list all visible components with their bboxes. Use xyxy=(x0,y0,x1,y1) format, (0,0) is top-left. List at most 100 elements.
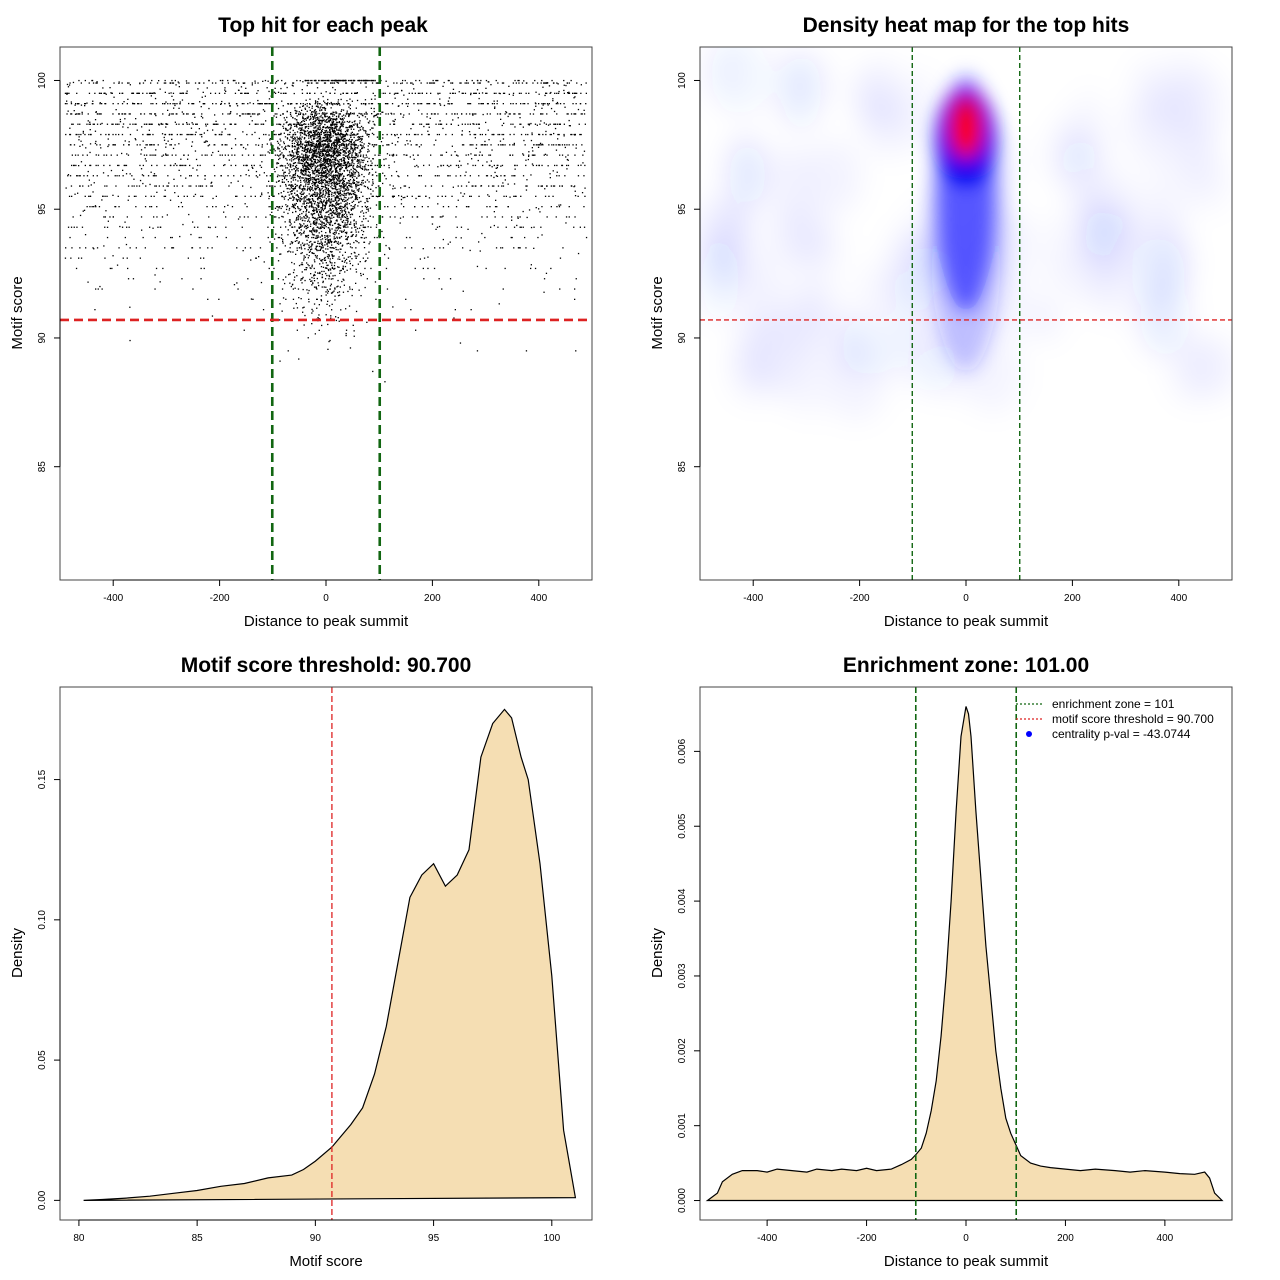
scatter-point xyxy=(326,176,329,178)
scatter-point xyxy=(312,229,314,231)
scatter-point xyxy=(299,213,301,216)
scatter-point xyxy=(71,164,73,167)
scatter-point xyxy=(208,107,210,110)
scatter-point xyxy=(362,154,365,156)
scatter-point xyxy=(474,154,476,156)
scatter-point xyxy=(324,82,327,84)
scatter-point xyxy=(165,82,167,84)
scatter-point xyxy=(156,164,158,167)
scatter-point xyxy=(190,127,193,129)
scatter-point xyxy=(322,112,324,114)
scatter-point xyxy=(338,212,340,214)
scatter-point xyxy=(329,158,331,161)
scatter-point xyxy=(279,303,281,305)
scatter-point xyxy=(314,129,316,132)
scatter-point xyxy=(531,147,533,149)
scatter-point xyxy=(308,119,311,121)
scatter-point xyxy=(348,121,350,123)
scatter-point xyxy=(476,265,479,268)
scatter-point xyxy=(155,114,157,117)
scatter-point xyxy=(314,217,316,219)
scatter-point xyxy=(102,195,104,197)
scatter-point xyxy=(367,220,369,222)
scatter-point xyxy=(464,92,467,94)
scatter-point xyxy=(347,144,349,146)
scatter-point xyxy=(336,170,338,172)
scatter-point xyxy=(373,145,375,148)
scatter-point xyxy=(250,186,252,189)
scatter-point xyxy=(514,195,516,197)
scatter-point xyxy=(324,244,326,246)
scatter-point xyxy=(352,133,355,135)
scatter-point xyxy=(306,224,309,226)
scatter-point xyxy=(527,103,529,105)
scatter-point xyxy=(347,147,349,150)
scatter-point xyxy=(330,161,332,163)
scatter-point xyxy=(454,92,456,94)
scatter-point xyxy=(426,103,428,105)
scatter-point xyxy=(326,146,328,149)
scatter-point xyxy=(345,185,347,187)
scatter-point xyxy=(264,103,267,105)
scatter-point xyxy=(280,92,282,94)
scatter-point xyxy=(312,153,314,155)
scatter-point xyxy=(467,82,469,84)
scatter-point xyxy=(103,216,105,218)
scatter-point xyxy=(282,92,285,94)
scatter-point xyxy=(301,205,303,208)
scatter-point xyxy=(79,145,81,147)
scatter-point xyxy=(568,216,570,218)
scatter-point xyxy=(323,82,326,84)
scatter-point xyxy=(275,133,277,136)
scatter-point xyxy=(374,164,376,167)
scatter-point xyxy=(300,138,302,140)
scatter-point xyxy=(324,224,327,226)
scatter-point xyxy=(313,147,315,150)
scatter-point xyxy=(328,134,330,136)
scatter-point xyxy=(413,103,415,105)
scatter-point xyxy=(215,120,217,122)
scatter-point xyxy=(313,212,316,214)
scatter-point xyxy=(153,144,155,146)
scatter-point xyxy=(469,103,472,105)
scatter-point xyxy=(345,167,347,170)
scatter-point xyxy=(86,154,88,156)
scatter-point xyxy=(328,198,330,200)
scatter-point xyxy=(249,113,251,115)
scatter-point xyxy=(306,202,308,204)
scatter-point xyxy=(161,133,164,135)
scatter-point xyxy=(420,144,422,146)
scatter-point xyxy=(388,164,390,167)
scatter-point xyxy=(561,164,563,167)
scatter-point xyxy=(294,234,296,236)
scatter-point xyxy=(273,216,275,218)
scatter-point xyxy=(135,206,137,208)
scatter-point xyxy=(455,175,457,177)
scatter-point xyxy=(520,133,523,136)
scatter-point xyxy=(255,144,257,146)
scatter-point xyxy=(544,188,546,190)
scatter-point xyxy=(478,241,480,243)
scatter-point xyxy=(324,159,326,161)
scatter-point xyxy=(316,288,318,290)
scatter-point xyxy=(314,123,316,126)
scatter-point xyxy=(333,129,335,132)
scatter-point xyxy=(305,196,307,198)
scatter-point xyxy=(77,175,79,177)
scatter-point xyxy=(355,235,357,237)
scatter-point xyxy=(301,149,303,152)
scatter-point xyxy=(356,189,358,191)
scatter-point xyxy=(439,123,442,125)
scatter-point xyxy=(330,126,332,129)
scatter-point xyxy=(345,258,348,260)
scatter-point xyxy=(297,195,299,197)
scatter-point xyxy=(324,175,326,178)
scatter-point xyxy=(410,309,412,311)
scatter-point xyxy=(333,268,335,270)
scatter-point xyxy=(362,257,364,259)
scatter-point xyxy=(319,143,321,145)
scatter-point xyxy=(119,92,121,94)
scatter-point xyxy=(107,138,109,140)
scatter-point xyxy=(478,195,480,197)
scatter-point xyxy=(330,209,332,211)
